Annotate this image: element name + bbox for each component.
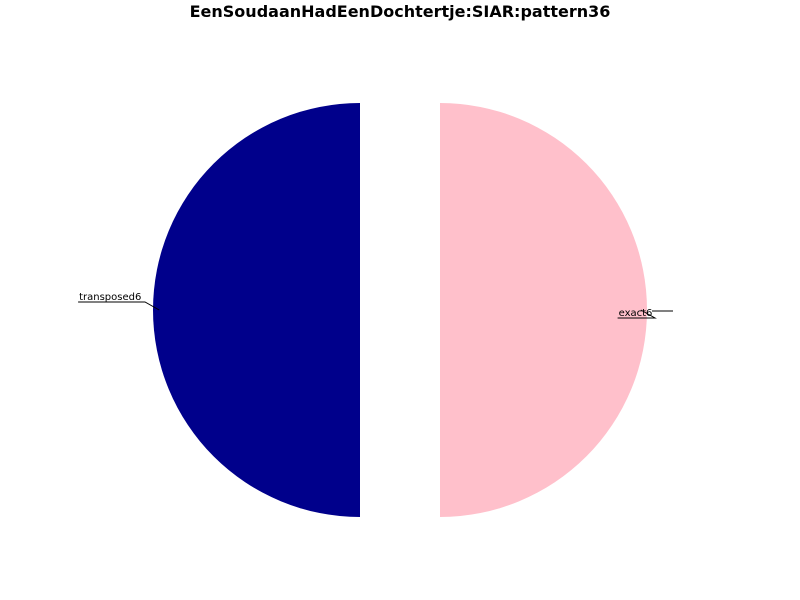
slice-annotation-exact6: exact6 [617, 308, 657, 319]
leader-line-transposed6 [78, 301, 160, 311]
chart-title: EenSoudaanHadEenDochtertje:SIAR:pattern3… [189, 2, 611, 21]
slice-annotation-transposed6: transposed6 [78, 292, 160, 311]
pie-slice-transposed6 [153, 103, 360, 517]
pie-slice-exact6 [440, 103, 647, 517]
slice-label-exact6: exact6 [619, 308, 653, 319]
slice-label-transposed6: transposed6 [79, 292, 141, 303]
labels-layer: transposed6 exact6 [78, 292, 673, 319]
slices-layer [153, 103, 647, 517]
leader-line-exact6 [617, 309, 657, 319]
